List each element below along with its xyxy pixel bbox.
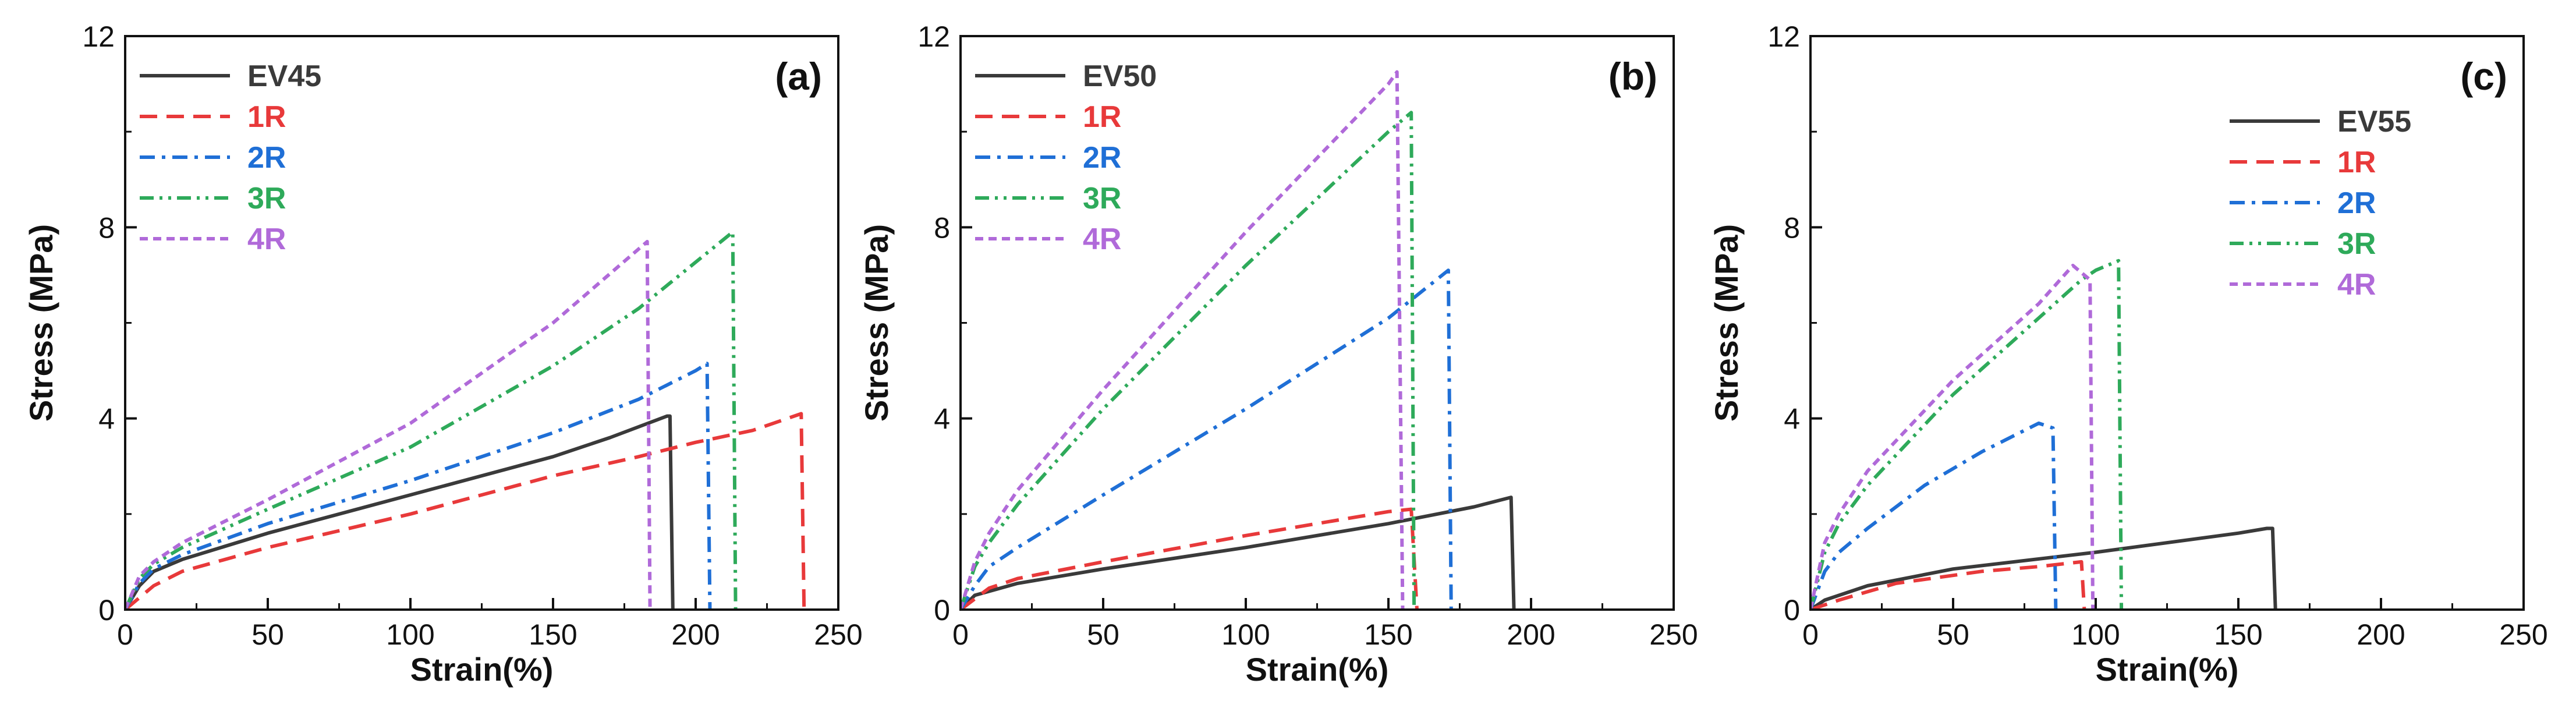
- x-tick-label: 100: [2071, 618, 2120, 651]
- series-line-1r: [125, 412, 806, 610]
- y-tick-label: 12: [82, 20, 115, 53]
- plot-frame: [959, 35, 1675, 611]
- legend: EV45 1R 2R 3R 4R: [140, 59, 321, 256]
- series-line-ev45: [125, 414, 675, 610]
- x-tick-label: 200: [671, 618, 720, 651]
- legend-label-4r: 4R: [247, 222, 286, 256]
- x-axis-title: Strain(%): [410, 651, 554, 688]
- series-line-3r: [125, 230, 738, 610]
- x-tick-label: 0: [952, 618, 969, 651]
- x-tick-label: 150: [529, 618, 577, 651]
- chart-panel-3: 0 50 100 150 200 250 0 4 8 12 Strain(%) Stress (MPa…: [1708, 20, 2548, 688]
- series-line-1r: [961, 507, 1419, 610]
- series-line-4r: [125, 240, 652, 610]
- series-line-1r: [1810, 560, 2086, 610]
- legend-label-ev45: EV45: [247, 59, 321, 93]
- x-tick-label: 100: [1221, 618, 1270, 651]
- x-tick-label: 50: [1087, 618, 1119, 651]
- y-tick-label: 4: [1784, 403, 1800, 436]
- x-tick-label: 250: [814, 618, 862, 651]
- y-axis-title: Stress (MPa): [1708, 224, 1745, 422]
- chart-panel-1: 0 50 100 150 200 250 0 4 8 12 Strain(%) Stress (MPa…: [23, 20, 863, 688]
- series-line-2r: [125, 362, 712, 610]
- x-tick-label: 50: [1937, 618, 1969, 651]
- y-tick-label: 8: [934, 211, 950, 244]
- panel-label: (b): [1608, 55, 1657, 98]
- legend-label-4r: 4R: [2337, 268, 2376, 302]
- legend-label-3r: 3R: [2337, 227, 2376, 261]
- panel-label: (c): [2460, 55, 2507, 98]
- legend-label-2r: 2R: [247, 141, 286, 175]
- x-axis-title: Strain(%): [1246, 651, 1389, 688]
- series-line-4r: [1810, 264, 2095, 610]
- series-line-3r: [1810, 259, 2124, 610]
- y-tick-label: 4: [934, 403, 950, 436]
- y-tick-label: 12: [917, 20, 950, 53]
- legend-label-2r: 2R: [1083, 141, 1121, 175]
- x-tick-label: 150: [1364, 618, 1412, 651]
- x-axis-title: Strain(%): [2096, 651, 2239, 688]
- x-tick-label: 100: [386, 618, 434, 651]
- series-line-3r: [961, 111, 1416, 610]
- series-line-ev55: [1810, 526, 2277, 610]
- x-tick-label: 0: [117, 618, 133, 651]
- y-tick-label: 0: [1784, 594, 1800, 627]
- x-tick-label: 250: [1649, 618, 1698, 651]
- y-tick-label: 4: [98, 403, 115, 436]
- legend-label-1r: 1R: [2337, 146, 2376, 179]
- chart-panel-2: 0 50 100 150 200 250 0 4 8 12 Strain(%) Stress (MPa…: [858, 20, 1698, 688]
- plot-frame: [1809, 35, 2525, 611]
- y-tick-label: 8: [98, 211, 115, 244]
- legend: EV55 1R 2R 3R 4R: [2230, 105, 2411, 302]
- y-tick-label: 8: [1784, 211, 1800, 244]
- x-tick-label: 150: [2214, 618, 2262, 651]
- y-tick-label: 0: [98, 594, 115, 627]
- x-tick-label: 250: [2499, 618, 2547, 651]
- x-tick-label: 200: [2357, 618, 2405, 651]
- y-tick-label: 12: [1767, 20, 1800, 53]
- series-line-2r: [1810, 421, 2058, 610]
- series-line-2r: [961, 268, 1453, 610]
- legend-label-1r: 1R: [247, 100, 286, 134]
- legend-label-3r: 3R: [1083, 182, 1121, 215]
- series-line-ev50: [961, 496, 1516, 610]
- x-tick-label: 0: [1802, 618, 1819, 651]
- series-line-4r: [961, 70, 1405, 610]
- legend-label-ev50: EV50: [1083, 59, 1157, 93]
- legend-label-2r: 2R: [2337, 186, 2376, 220]
- legend-label-ev55: EV55: [2337, 105, 2411, 139]
- x-tick-label: 200: [1507, 618, 1555, 651]
- legend: EV50 1R 2R 3R 4R: [975, 59, 1157, 256]
- y-tick-label: 0: [934, 594, 950, 627]
- panel-label: (a): [775, 55, 822, 98]
- legend-label-1r: 1R: [1083, 100, 1121, 134]
- y-axis-title: Stress (MPa): [23, 224, 59, 422]
- legend-label-4r: 4R: [1083, 222, 1121, 256]
- x-tick-label: 50: [251, 618, 284, 651]
- y-axis-title: Stress (MPa): [858, 224, 895, 422]
- legend-label-3r: 3R: [247, 182, 286, 215]
